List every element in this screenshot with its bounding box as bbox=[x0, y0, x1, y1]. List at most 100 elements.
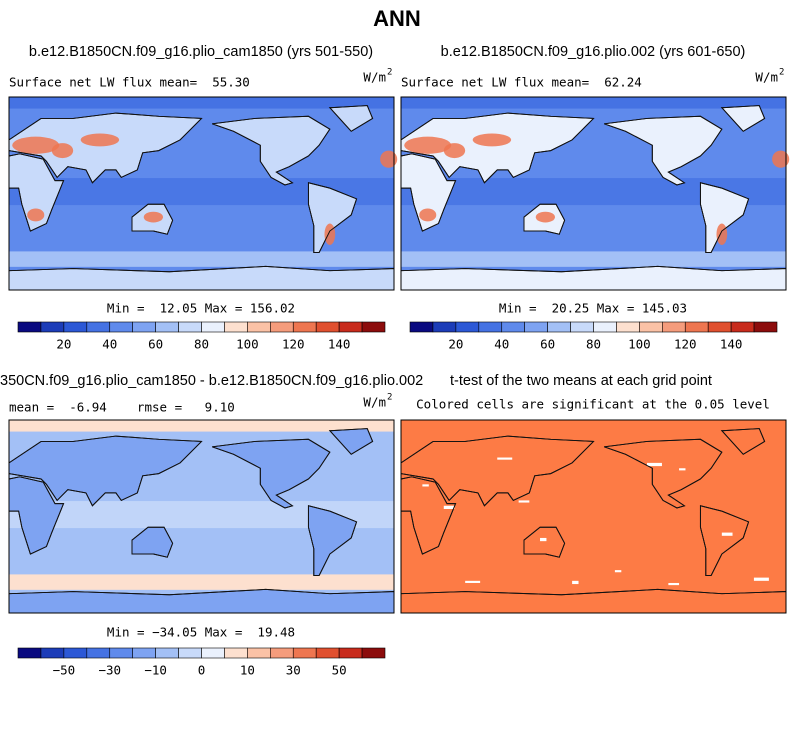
colorbar-label: 30 bbox=[286, 663, 301, 678]
stats: Min = 12.05 Max = 156.02 bbox=[107, 301, 295, 316]
colorbar-label: 80 bbox=[586, 337, 601, 352]
colorbar-box bbox=[524, 321, 548, 333]
colorbar-box bbox=[63, 321, 88, 333]
colorbar-label: 100 bbox=[236, 337, 259, 352]
continents bbox=[8, 105, 398, 291]
colorbar-box bbox=[247, 647, 271, 659]
arctic-band bbox=[9, 420, 394, 432]
colorbar-box bbox=[201, 647, 225, 659]
colorbar-box bbox=[315, 321, 340, 333]
colorbar-box bbox=[109, 321, 133, 333]
insignificant-cells bbox=[679, 468, 686, 471]
insignificant-cells bbox=[443, 505, 455, 509]
colorbar-box bbox=[40, 647, 65, 659]
hot-region bbox=[419, 208, 437, 222]
polar-band bbox=[401, 251, 786, 267]
hot-region bbox=[772, 150, 790, 168]
colorbar-box bbox=[155, 321, 179, 333]
case-title: b.e12.B1850CN.f09_g16.plio.002 (yrs 601-… bbox=[441, 44, 746, 60]
colorbar-box bbox=[270, 321, 294, 333]
colorbar-label: 10 bbox=[240, 663, 255, 678]
units-exponent: 2 bbox=[779, 68, 784, 78]
colorbar-box bbox=[132, 647, 156, 659]
insignificant-cells bbox=[753, 577, 769, 581]
colorbar-box bbox=[292, 647, 317, 659]
colorbar-box bbox=[63, 647, 88, 659]
colorbar-box bbox=[684, 321, 709, 333]
colorbar-box bbox=[338, 647, 363, 659]
colorbar-box bbox=[570, 321, 594, 333]
hot-region bbox=[12, 136, 60, 154]
insignificant-cells bbox=[646, 462, 662, 467]
colorbar-box bbox=[155, 647, 179, 659]
colorbar-box bbox=[201, 321, 225, 333]
arctic-band bbox=[401, 97, 786, 109]
colorbar-box bbox=[753, 321, 778, 333]
units-exponent: 2 bbox=[387, 68, 392, 78]
panel-left-string: Surface net LW flux mean= 55.30 bbox=[9, 75, 250, 90]
case-title: t-test of the two means at each grid poi… bbox=[450, 373, 712, 389]
colorbar-box bbox=[432, 321, 457, 333]
colorbar-label: 0 bbox=[198, 663, 206, 678]
colorbar-box bbox=[40, 321, 65, 333]
colorbar-box bbox=[361, 321, 386, 333]
insignificant-cells bbox=[497, 457, 513, 460]
colorbar-box bbox=[17, 321, 42, 333]
insignificant-cells bbox=[614, 570, 622, 573]
colorbar-label: 140 bbox=[328, 337, 351, 352]
colorbar-label: 50 bbox=[332, 663, 347, 678]
colorbar-box bbox=[361, 647, 386, 659]
colorbar-box bbox=[478, 321, 503, 333]
continents bbox=[400, 105, 790, 291]
insignificant-cells bbox=[518, 500, 530, 503]
stats: Min = 20.25 Max = 145.03 bbox=[499, 301, 687, 316]
colorbar-box bbox=[109, 647, 133, 659]
colorbar-box bbox=[224, 647, 248, 659]
colorbar-box bbox=[409, 321, 434, 333]
colorbar-box bbox=[707, 321, 732, 333]
units-exponent: 2 bbox=[387, 393, 392, 403]
colorbar-box bbox=[178, 647, 202, 659]
insignificant-cells bbox=[465, 580, 481, 583]
colorbar-label: 100 bbox=[628, 337, 651, 352]
colorbar-box bbox=[547, 321, 571, 333]
hot-region bbox=[380, 150, 398, 168]
units: W/m bbox=[363, 70, 386, 85]
colorbar-label: 120 bbox=[282, 337, 305, 352]
colorbar-label: 60 bbox=[540, 337, 555, 352]
insignificant-cells bbox=[422, 484, 429, 487]
colorbar-label: −50 bbox=[53, 663, 76, 678]
colorbar-box bbox=[178, 321, 202, 333]
colorbar-box bbox=[247, 321, 271, 333]
map-frame bbox=[8, 419, 395, 614]
insignificant-cells bbox=[540, 537, 547, 542]
colorbar-box bbox=[270, 647, 294, 659]
case-title: b.e12.B1850CN.f09_g16.plio_cam1850 (yrs … bbox=[29, 44, 373, 60]
stats: Min = −34.05 Max = 19.48 bbox=[107, 625, 295, 640]
hot-region bbox=[27, 208, 45, 222]
insignificant-cells bbox=[668, 582, 680, 586]
map bbox=[400, 96, 790, 291]
subtitle: Colored cells are significant at the 0.0… bbox=[416, 397, 770, 412]
colorbar-label: −30 bbox=[98, 663, 121, 678]
insignificant-cells bbox=[721, 532, 733, 536]
colorbar-label: 80 bbox=[194, 337, 209, 352]
colorbar-box bbox=[292, 321, 317, 333]
map-frame bbox=[400, 419, 787, 614]
hot-region bbox=[143, 211, 163, 223]
colorbar-box bbox=[455, 321, 480, 333]
colorbar-label: 140 bbox=[720, 337, 743, 352]
colorbar-box bbox=[730, 321, 755, 333]
panel-left-string: Surface net LW flux mean= 62.24 bbox=[401, 75, 642, 90]
continents bbox=[400, 428, 787, 614]
units: W/m bbox=[755, 70, 778, 85]
colorbar-label: 40 bbox=[102, 337, 117, 352]
colorbar-box bbox=[86, 647, 111, 659]
colorbar-box bbox=[132, 321, 156, 333]
colorbar-box bbox=[616, 321, 640, 333]
colorbar-box bbox=[17, 647, 42, 659]
hot-region bbox=[716, 223, 728, 245]
insignificant-cells bbox=[572, 580, 579, 585]
map-frame bbox=[400, 96, 787, 291]
